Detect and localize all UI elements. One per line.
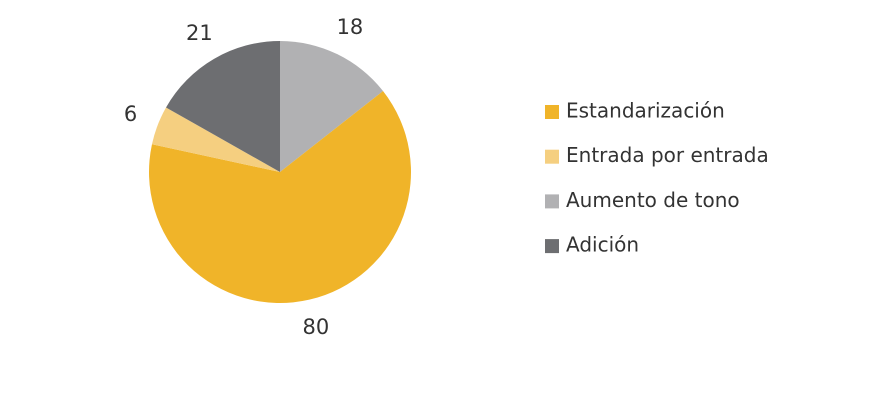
- pie-slice: [280, 41, 384, 172]
- legend-label: Aumento de tono: [566, 188, 740, 212]
- legend-label: Adición: [566, 233, 639, 257]
- legend-label: Estandarización: [566, 99, 725, 123]
- legend-swatch: [545, 194, 559, 209]
- value-label: 6: [124, 102, 137, 126]
- pie-slice: [151, 107, 280, 172]
- pie-slice: [166, 41, 280, 172]
- value-label: 80: [303, 315, 330, 339]
- pie-slice: [149, 91, 412, 303]
- value-label: 18: [337, 15, 364, 39]
- legend-swatch: [545, 105, 559, 119]
- legend-label: Entrada por entrada: [566, 143, 769, 167]
- legend-swatch: [545, 149, 559, 164]
- value-label: 21: [186, 21, 213, 45]
- legend-swatch: [545, 239, 559, 254]
